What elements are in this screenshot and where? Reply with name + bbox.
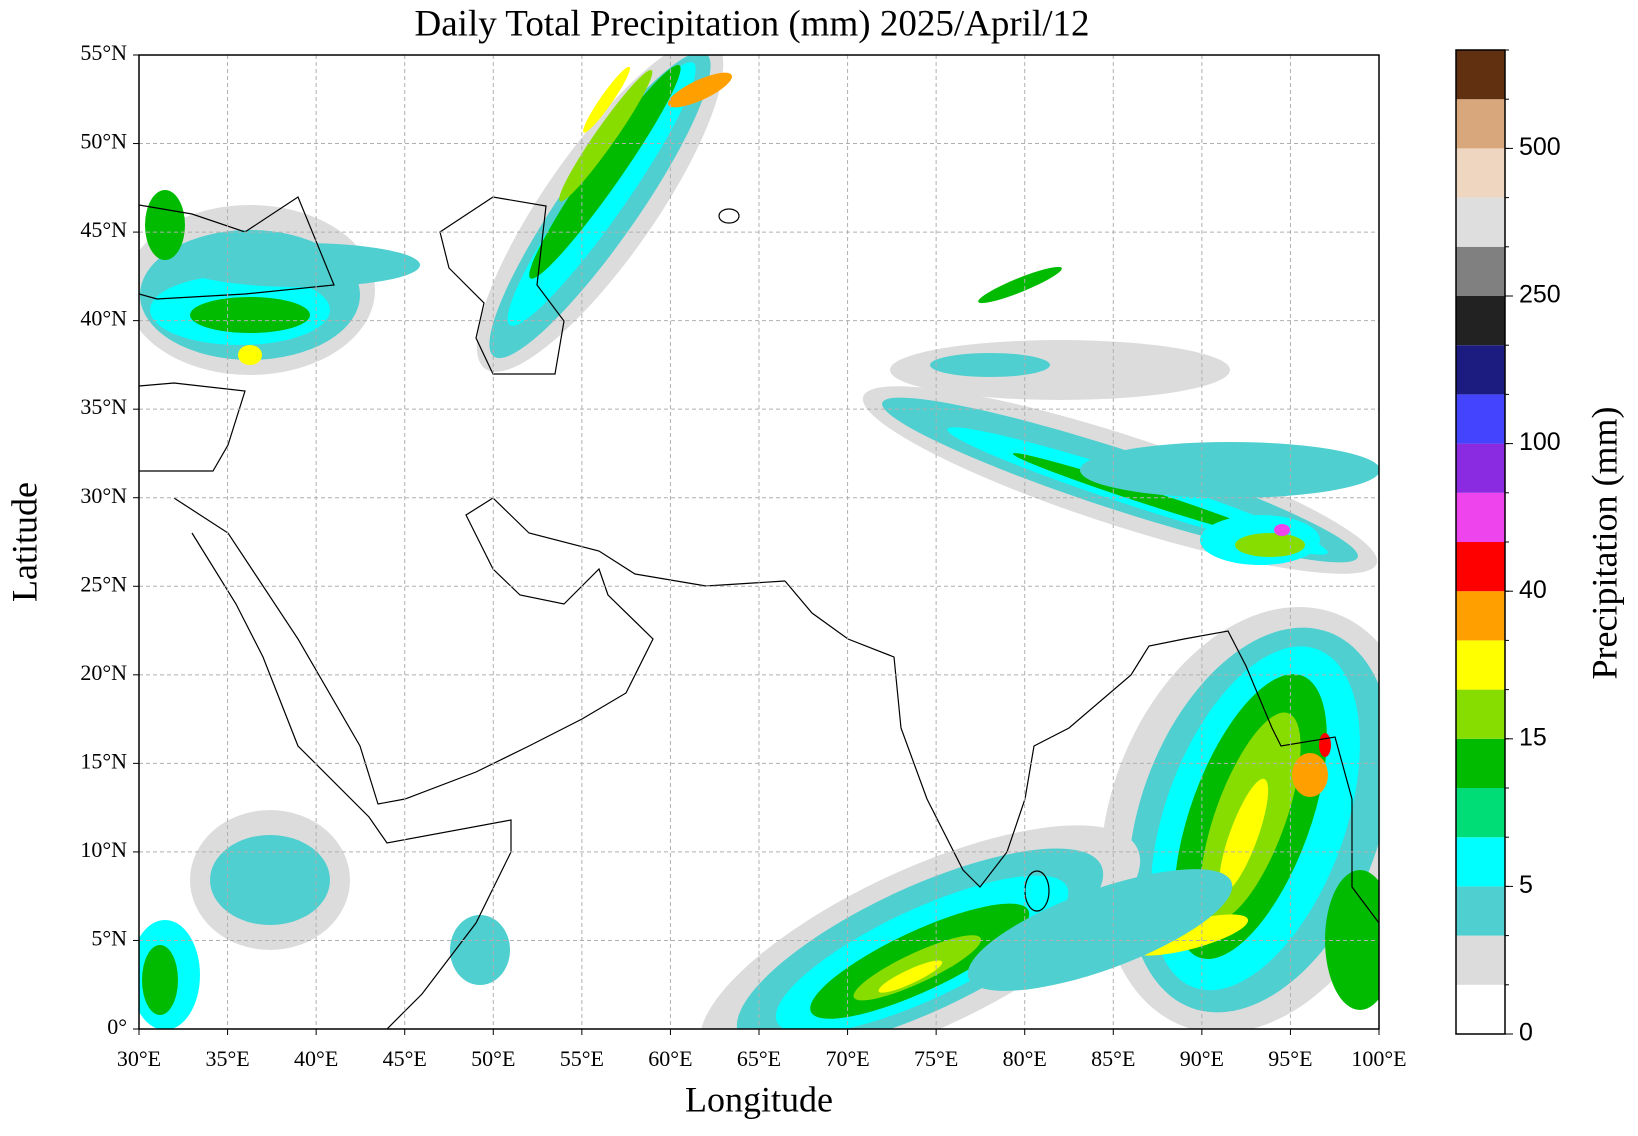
x-tick-label: 40°E (294, 1046, 338, 1071)
x-tick-label: 75°E (914, 1046, 958, 1071)
x-tick-label: 60°E (648, 1046, 692, 1071)
colorbar-swatch (1456, 148, 1505, 198)
colorbar-tick-label: 40 (1519, 576, 1547, 604)
colorbar-swatch (1456, 99, 1505, 149)
y-tick-label: 30°N (80, 483, 127, 508)
x-tick-label: 35°E (205, 1046, 249, 1071)
colorbar-swatch (1456, 492, 1505, 542)
y-tick-label: 25°N (80, 571, 127, 596)
colorbar-swatch (1456, 738, 1505, 788)
colorbar-tick-label: 500 (1519, 133, 1561, 161)
colorbar-swatch (1456, 50, 1505, 100)
colorbar-swatch (1456, 542, 1505, 592)
y-tick-label: 40°N (80, 306, 127, 331)
y-tick-label: 15°N (80, 748, 127, 773)
colorbar-swatch (1456, 394, 1505, 444)
x-tick-label: 85°E (1091, 1046, 1135, 1071)
colorbar-tick-label: 100 (1519, 428, 1561, 456)
colorbar: 0 5 15 40 100 250 500 (1455, 49, 1561, 1047)
y-tick-label: 0° (107, 1014, 127, 1039)
x-tick-label: 65°E (737, 1046, 781, 1071)
y-axis-label: Latitude (4, 482, 44, 602)
x-tick-label: 50°E (471, 1046, 515, 1071)
y-tick-label: 20°N (80, 660, 127, 685)
coastlines (139, 196, 1379, 1029)
plot-frame (138, 54, 1380, 1030)
y-tick-label: 45°N (80, 217, 127, 242)
colorbar-swatch (1456, 837, 1505, 887)
colorbar-tick-label: 0 (1519, 1019, 1533, 1047)
colorbar-tick-label: 15 (1519, 723, 1547, 751)
x-tick-label: 70°E (825, 1046, 869, 1071)
colorbar-swatch (1456, 788, 1505, 838)
x-tick-label: 95°E (1268, 1046, 1312, 1071)
colorbar-swatch (1456, 345, 1505, 395)
colorbar-swatch (1456, 197, 1505, 247)
colorbar-tick-label: 250 (1519, 281, 1561, 309)
x-tick-label: 100°E (1351, 1046, 1406, 1071)
y-tick-label: 10°N (80, 837, 127, 862)
colorbar-swatch (1456, 591, 1505, 641)
y-tick-label: 50°N (80, 129, 127, 154)
colorbar-swatch (1456, 689, 1505, 739)
colorbar-swatch (1456, 984, 1505, 1034)
x-tick-label: 30°E (117, 1046, 161, 1071)
colorbar-tick-label: 5 (1519, 871, 1533, 899)
colorbar-swatch (1456, 246, 1505, 296)
colorbar-swatch (1456, 296, 1505, 346)
x-axis-label: Longitude (685, 1079, 833, 1119)
precipitation-field (139, 55, 1379, 1029)
colorbar-swatch (1456, 640, 1505, 690)
colorbar-label: Precipitation (mm) (1584, 407, 1624, 680)
x-tick-label: 55°E (560, 1046, 604, 1071)
chart-title: Daily Total Precipitation (mm) 2025/Apri… (415, 3, 1090, 44)
colorbar-swatch (1456, 935, 1505, 985)
x-tick-label: 90°E (1180, 1046, 1224, 1071)
colorbar-frame (1455, 49, 1506, 1035)
y-tick-label: 55°N (80, 40, 127, 65)
y-tick-label: 5°N (91, 926, 127, 951)
x-tick-label: 80°E (1003, 1046, 1047, 1071)
colorbar-swatch (1456, 886, 1505, 936)
y-tick-label: 35°N (80, 394, 127, 419)
colorbar-swatch (1456, 443, 1505, 493)
x-tick-label: 45°E (383, 1046, 427, 1071)
